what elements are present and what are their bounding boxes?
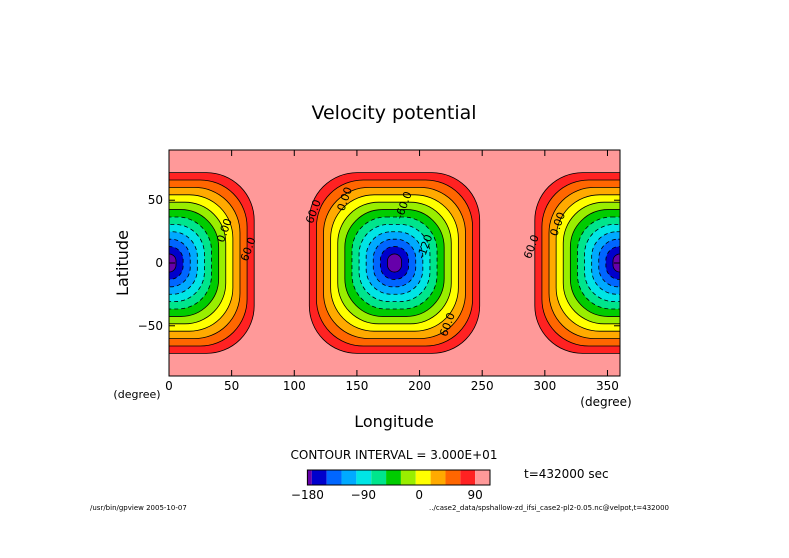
colorbar-segment: [430, 470, 446, 485]
colorbar-tick-label: −180: [291, 488, 324, 502]
y-tick-label: 50: [148, 193, 163, 207]
contour-interval-text: CONTOUR INTERVAL = 3.000E+01: [291, 448, 498, 462]
colorbar-segment: [356, 470, 372, 485]
footer-right: ../case2_data/spshallow-zd_ifsi_case2-pl…: [429, 504, 669, 512]
x-tick-label: 350: [596, 379, 619, 393]
colorbar-segment: [326, 470, 342, 485]
colorbar-segment: [445, 470, 461, 485]
colorbar-segment: [460, 470, 476, 485]
colorbar-frame: [306, 469, 491, 486]
colorbar-segment: [386, 470, 401, 485]
footer-left: /usr/bin/gpview 2005-10-07: [90, 504, 187, 512]
x-tick-label: 200: [408, 379, 431, 393]
x-axis-label: Longitude: [354, 412, 434, 431]
x-tick-label: 100: [283, 379, 306, 393]
y-axis-label: Latitude: [113, 230, 132, 296]
colorbar-segment: [371, 470, 387, 485]
contour-band: [387, 253, 402, 273]
x-tick-label: 0: [165, 379, 173, 393]
x-axis-unit: (degree): [580, 395, 631, 409]
x-tick-label: 300: [533, 379, 556, 393]
y-tick-label: 0: [155, 256, 163, 270]
colorbar-segment: [475, 470, 490, 485]
colorbar-segment: [400, 470, 416, 485]
time-stamp-text: t=432000 sec: [524, 467, 609, 481]
x-tick-label: 250: [471, 379, 494, 393]
x-tick-label: 150: [345, 379, 368, 393]
colorbar: −180 −90 0 90: [291, 469, 491, 502]
colorbar-tick-label: 0: [415, 488, 423, 502]
chart-title: Velocity potential: [311, 102, 476, 124]
colorbar-segment: [341, 470, 357, 485]
y-tick-label: −50: [138, 319, 163, 333]
colorbar-segment: [307, 470, 312, 485]
x-tick-label: 50: [224, 379, 239, 393]
colorbar-tick-label: −90: [351, 488, 376, 502]
colorbar-segment: [311, 470, 327, 485]
y-axis-unit: (degree): [113, 388, 160, 401]
colorbar-segment: [415, 470, 431, 485]
colorbar-tick-label: 90: [468, 488, 483, 502]
